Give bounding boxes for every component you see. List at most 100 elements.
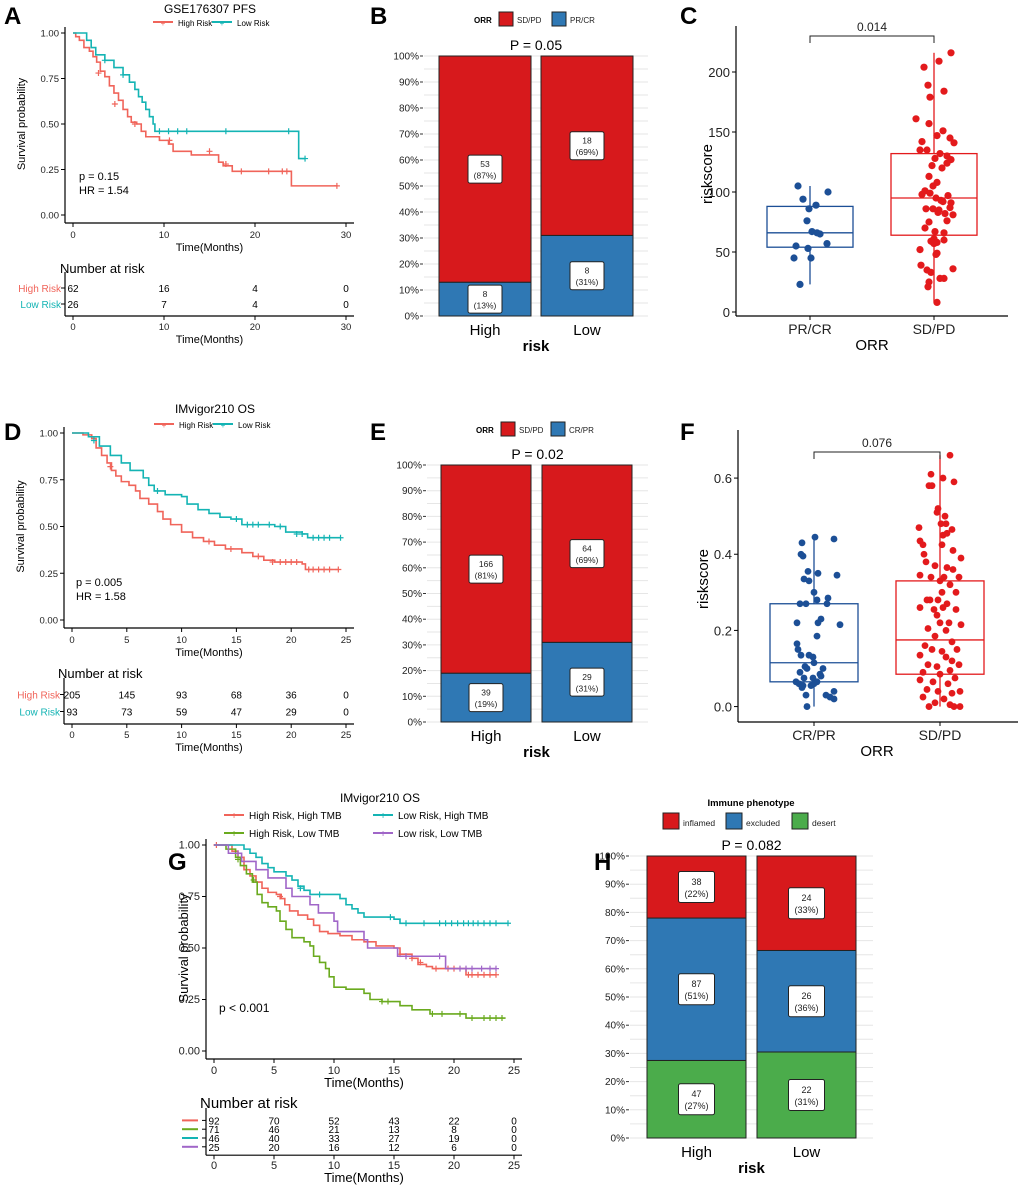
censor-mark xyxy=(269,559,276,566)
panel-letter-g: G xyxy=(168,849,187,876)
y-tick-label: 0% xyxy=(611,1134,626,1145)
y-axis-label: riskscore xyxy=(695,549,712,609)
data-point xyxy=(917,261,925,269)
data-point xyxy=(928,646,936,653)
legend: + High Risk + Low Risk xyxy=(153,19,270,28)
x-tick-label: SD/PD xyxy=(919,727,962,743)
data-point xyxy=(949,211,957,219)
risk-table-x-tick-label: 5 xyxy=(271,1160,277,1172)
legend-label: High Risk xyxy=(179,421,214,430)
data-point xyxy=(814,619,822,627)
censor-mark xyxy=(403,953,409,960)
censor-mark xyxy=(310,566,317,573)
risk-count: 68 xyxy=(231,691,243,702)
x-axis-label: risk xyxy=(738,1160,765,1177)
data-point xyxy=(941,210,949,218)
p-value-label: 0.076 xyxy=(862,436,892,450)
censor-mark xyxy=(478,965,485,972)
censor-mark xyxy=(481,1015,487,1022)
risk-count: 93 xyxy=(66,708,78,719)
censor-mark xyxy=(183,128,190,135)
censor-mark xyxy=(101,57,108,64)
legend-cross-icon: + xyxy=(161,19,166,28)
legend-cross-icon: + xyxy=(162,421,167,430)
legend-label: High Risk xyxy=(178,19,213,28)
data-point xyxy=(925,703,933,710)
data-point xyxy=(925,218,933,226)
censor-mark xyxy=(297,885,304,892)
data-point xyxy=(956,703,964,710)
risk-table-title: Number at risk xyxy=(200,1095,298,1112)
data-point xyxy=(956,687,964,695)
censor-mark xyxy=(487,920,493,927)
km-plot-g: IMvigor210 OS + High Risk, High TMB + High R… xyxy=(176,791,522,1185)
data-point xyxy=(807,254,815,262)
data-point xyxy=(922,205,930,213)
legend: ORR SD/PD CR/PR xyxy=(476,421,594,437)
risk-count: 59 xyxy=(176,708,188,719)
x-tick-label: 25 xyxy=(341,635,352,646)
data-point xyxy=(949,265,957,273)
data-point xyxy=(797,651,805,659)
risk-count: 0 xyxy=(511,1125,517,1136)
risk-count: 0 xyxy=(343,691,349,702)
data-point xyxy=(934,208,942,216)
y-tick-label: 30% xyxy=(402,640,422,651)
x-tick-label: SD/PD xyxy=(913,321,956,337)
legend-label: Low Risk xyxy=(237,19,270,28)
bar-segment xyxy=(540,55,634,236)
censor-mark xyxy=(250,877,257,884)
censor-mark xyxy=(469,971,475,978)
data-label-count: 166 xyxy=(479,559,493,569)
data-label-count: 26 xyxy=(801,991,811,1001)
risk-count: 0 xyxy=(511,1116,517,1127)
data-label-percent: (69%) xyxy=(576,555,599,565)
y-tick-label: 60% xyxy=(605,964,625,975)
x-axis-label: ORR xyxy=(855,337,889,354)
data-label-count: 29 xyxy=(582,672,592,682)
y-tick-label: 1.00 xyxy=(40,429,59,440)
data-point xyxy=(955,573,963,581)
panel-letter-b: B xyxy=(370,3,387,30)
survival-curve xyxy=(214,844,508,925)
censor-mark xyxy=(255,553,262,560)
x-tick-label: High xyxy=(471,728,502,745)
data-point xyxy=(830,687,838,695)
data-point xyxy=(794,182,802,190)
data-label: 18(69%) xyxy=(569,131,605,161)
data-point xyxy=(793,640,801,648)
censor-mark xyxy=(454,920,461,927)
data-point xyxy=(926,93,934,101)
data-label-box xyxy=(569,539,605,569)
y-tick-label: 0.6 xyxy=(714,471,732,486)
y-axis-label: riskscore xyxy=(699,144,716,204)
data-point xyxy=(950,139,958,147)
data-label-box xyxy=(569,667,605,697)
x-tick-label: 20 xyxy=(286,635,297,646)
censor-mark xyxy=(429,1010,436,1017)
risk-count: 33 xyxy=(328,1134,340,1145)
data-point xyxy=(933,132,941,140)
x-tick-label: Low xyxy=(573,728,601,745)
legend-label: High Risk, High TMB xyxy=(249,811,342,822)
data-point xyxy=(919,693,927,701)
panel-letter-f: F xyxy=(680,419,695,446)
boxplot-c: 0 50 100 150 200 riskscore PR/CR SD/PD ORR 0.014 xyxy=(699,20,1008,354)
data-point xyxy=(923,686,931,693)
censor-mark xyxy=(222,161,229,168)
y-tick-label: 80% xyxy=(402,512,422,523)
data-point xyxy=(931,632,939,640)
data-point xyxy=(933,298,941,306)
legend: ORR SD/PD PR/CR xyxy=(474,11,595,27)
data-label-count: 87 xyxy=(691,979,701,989)
risk-count: 145 xyxy=(118,691,135,702)
censor-mark xyxy=(493,1015,499,1022)
censor-mark xyxy=(469,1015,475,1022)
data-point xyxy=(819,665,827,672)
y-tick-label: 100% xyxy=(599,852,625,863)
x-axis-label: risk xyxy=(523,338,550,355)
survival-curve xyxy=(73,32,306,160)
data-point xyxy=(936,619,944,627)
data-point xyxy=(925,120,933,128)
